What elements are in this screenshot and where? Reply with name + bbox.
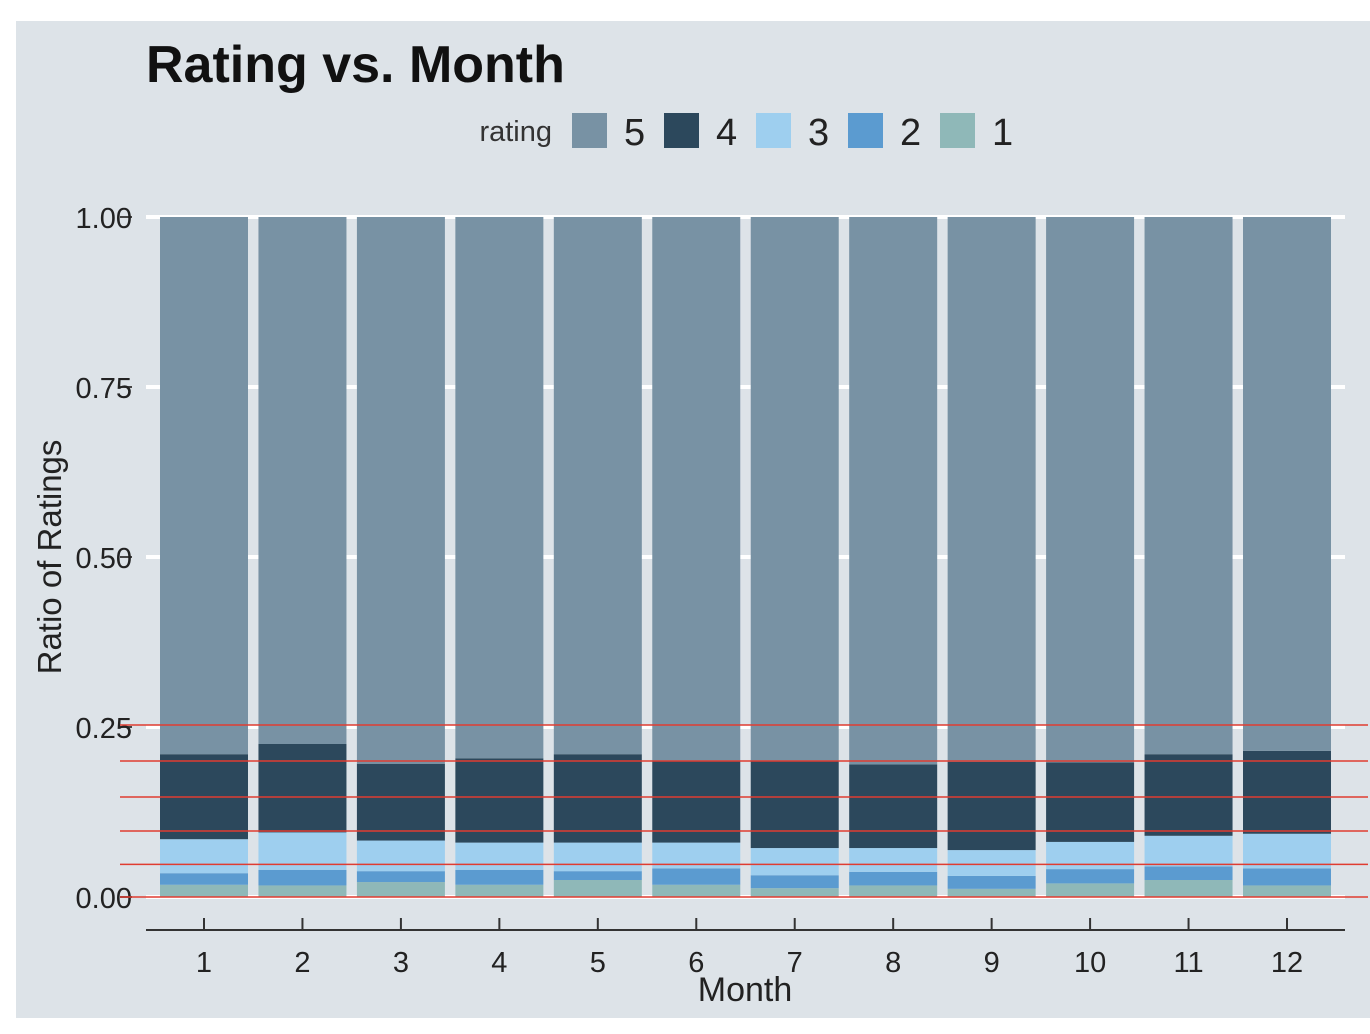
bar-segment-rating-2 xyxy=(652,868,741,885)
bar-segment-rating-1 xyxy=(356,882,445,897)
x-tick-label: 7 xyxy=(787,947,803,979)
y-tick-label: 0.50 xyxy=(76,543,132,575)
bar-segment-rating-2 xyxy=(553,871,642,880)
bar-segment-rating-2 xyxy=(455,869,544,885)
x-tick-label: 3 xyxy=(393,947,409,979)
bar-segment-rating-2 xyxy=(160,873,248,885)
bar-segment-rating-3 xyxy=(1144,835,1233,867)
legend-swatch-4 xyxy=(664,113,699,148)
x-tick-label: 5 xyxy=(590,947,606,979)
bar-segment-rating-1 xyxy=(455,884,544,897)
x-tick-label: 12 xyxy=(1271,947,1303,979)
bar-segment-rating-3 xyxy=(553,842,642,872)
bar-segment-rating-2 xyxy=(356,871,445,883)
legend-title: rating xyxy=(479,116,552,148)
bar-segment-rating-3 xyxy=(258,832,347,870)
legend-swatch-3 xyxy=(756,113,791,148)
bar-segment-rating-1 xyxy=(849,885,938,897)
bar-segment-rating-5 xyxy=(1046,217,1135,763)
legend-label-2: 2 xyxy=(900,112,921,154)
legend-swatch-5 xyxy=(572,113,607,148)
legend-label-4: 4 xyxy=(716,112,737,154)
bar-segment-rating-4 xyxy=(356,763,445,841)
bar-segment-rating-4 xyxy=(849,764,938,849)
bar-segment-rating-1 xyxy=(1243,885,1331,897)
bar-segment-rating-4 xyxy=(1243,750,1331,834)
legend-swatch-2 xyxy=(848,113,883,148)
x-tick-label: 6 xyxy=(688,947,704,979)
bars xyxy=(160,217,1331,897)
bar-segment-rating-4 xyxy=(750,761,839,849)
bar-segment-rating-3 xyxy=(1243,833,1331,869)
x-tick-label: 8 xyxy=(885,947,901,979)
bar-segment-rating-5 xyxy=(1144,217,1233,755)
bar-segment-rating-5 xyxy=(160,217,248,755)
bar-segment-rating-1 xyxy=(1046,883,1135,897)
bar-segment-rating-2 xyxy=(1144,866,1233,880)
bar-segment-rating-3 xyxy=(750,848,839,876)
bar-segment-rating-2 xyxy=(1046,869,1135,884)
y-axis-label: Ratio of Ratings xyxy=(31,440,68,675)
bar-segment-rating-2 xyxy=(258,869,347,886)
bar-segment-rating-1 xyxy=(160,884,248,897)
bar-segment-rating-2 xyxy=(947,875,1036,889)
bar-segment-rating-4 xyxy=(652,761,741,843)
y-axis: 0.00 0.25 0.50 0.75 1.00 xyxy=(76,203,132,915)
legend-swatch-1 xyxy=(940,113,975,148)
bar-segment-rating-1 xyxy=(258,885,347,897)
bar-segment-rating-5 xyxy=(258,217,347,744)
bar-segment-rating-1 xyxy=(1144,880,1233,897)
bar-segment-rating-5 xyxy=(1243,217,1331,751)
y-tick-label: 1.00 xyxy=(76,203,132,235)
x-axis-label: Month xyxy=(698,971,793,1009)
bar-segment-rating-4 xyxy=(553,754,642,843)
bar-segment-rating-4 xyxy=(1144,754,1233,836)
bar-segment-rating-5 xyxy=(750,217,839,761)
legend-label-5: 5 xyxy=(624,112,645,154)
bar-segment-rating-5 xyxy=(455,217,544,759)
x-tick-label: 1 xyxy=(196,947,212,979)
bar-segment-rating-5 xyxy=(849,217,938,765)
bar-segment-rating-3 xyxy=(160,839,248,874)
bar-segment-rating-1 xyxy=(750,888,839,897)
bar-segment-rating-1 xyxy=(553,880,642,897)
legend-label-3: 3 xyxy=(808,112,829,154)
bar-segment-rating-3 xyxy=(947,850,1036,876)
x-tick-label: 11 xyxy=(1173,947,1203,979)
bar-segment-rating-3 xyxy=(356,840,445,872)
bar-segment-rating-3 xyxy=(455,842,544,870)
bar-segment-rating-1 xyxy=(652,884,741,897)
chart-title: Rating vs. Month xyxy=(146,36,565,94)
bar-segment-rating-5 xyxy=(356,217,445,764)
x-tick-label: 10 xyxy=(1074,947,1106,979)
bar-segment-rating-4 xyxy=(455,758,544,843)
bar-segment-rating-5 xyxy=(947,217,1036,762)
y-tick-label: 0.25 xyxy=(76,713,132,745)
x-tick-label: 4 xyxy=(491,947,507,979)
bar-segment-rating-5 xyxy=(652,217,741,761)
y-tick-label: 0.00 xyxy=(76,883,132,915)
legend-label-1: 1 xyxy=(992,112,1013,154)
x-axis: 1 2 3 4 5 6 7 8 9 10 11 12 xyxy=(146,918,1345,979)
bar-segment-rating-4 xyxy=(258,744,347,833)
x-tick-label: 2 xyxy=(294,947,310,979)
y-tick-label: 0.75 xyxy=(76,373,132,405)
bar-segment-rating-1 xyxy=(947,888,1036,897)
bar-segment-rating-3 xyxy=(849,848,938,872)
bar-segment-rating-5 xyxy=(553,217,642,755)
bar-segment-rating-2 xyxy=(849,871,938,886)
x-tick-label: 9 xyxy=(984,947,1000,979)
legend: rating 5 4 3 2 1 xyxy=(479,112,1013,154)
bar-segment-rating-2 xyxy=(1243,868,1331,886)
reference-lines xyxy=(120,724,1368,898)
bar-segment-rating-2 xyxy=(750,875,839,889)
bar-segment-rating-4 xyxy=(1046,762,1135,842)
bar-segment-rating-4 xyxy=(947,761,1036,851)
